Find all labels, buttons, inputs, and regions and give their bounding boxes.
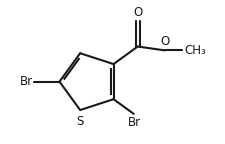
Text: Br: Br (128, 116, 141, 129)
Text: S: S (76, 115, 84, 128)
Text: O: O (133, 6, 142, 19)
Text: CH₃: CH₃ (184, 44, 206, 57)
Text: Br: Br (19, 75, 33, 88)
Text: O: O (160, 35, 169, 48)
